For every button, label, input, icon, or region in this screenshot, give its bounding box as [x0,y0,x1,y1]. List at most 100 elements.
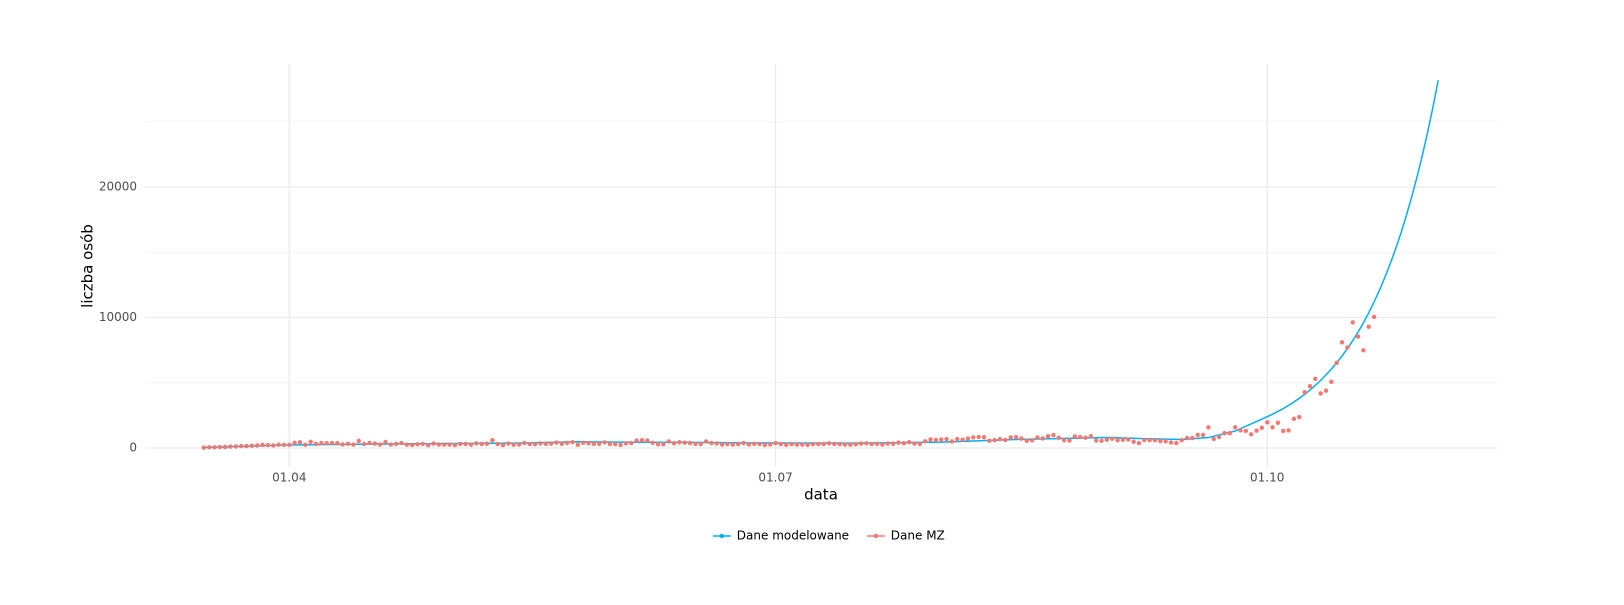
data-point [1350,320,1355,325]
data-point [431,441,436,446]
data-point [586,441,591,446]
data-point [1329,379,1334,385]
data-point [377,442,383,447]
data-point [1003,437,1008,443]
data-point [987,438,992,444]
data-point [1056,435,1062,441]
data-point [287,442,292,448]
data-point [874,441,880,447]
data-point [858,441,864,446]
data-point [1232,425,1238,430]
data-point [238,443,244,449]
data-point [1265,420,1270,425]
data-point [206,445,212,450]
data-point [939,437,944,442]
data-point [228,444,233,449]
data-point [687,440,693,446]
legend-key-point [873,533,878,539]
data-point [260,442,265,448]
data-point [1297,414,1302,420]
data-point [1339,340,1345,345]
data-point [212,445,217,450]
data-point [511,442,516,447]
data-point [906,440,912,445]
data-point [543,441,548,447]
data-point [276,442,281,447]
data-point [463,441,468,447]
data-point [271,443,276,448]
data-point [383,439,388,445]
legend-label: Dane MZ [891,529,945,543]
data-point [527,441,532,447]
data-point [1174,440,1179,446]
data-point [618,442,623,448]
data-point [741,440,746,446]
data-point [992,437,997,443]
data-point [666,439,671,444]
data-point [1142,437,1147,443]
data-point [1029,438,1035,443]
data-point [613,441,618,447]
data-point [361,441,367,447]
data-point [1211,436,1216,442]
data-point [826,441,832,446]
data-point [981,434,987,440]
data-point [746,442,752,447]
data-point [345,441,351,447]
data-point [559,441,565,446]
data-point [468,442,474,447]
data-point [698,441,703,447]
data-point [1099,438,1104,444]
data-point [233,444,239,449]
data-point [1147,438,1152,443]
data-point [789,441,794,447]
data-point [244,443,249,449]
data-point [222,444,228,450]
data-point [1077,434,1083,440]
data-point [955,436,960,442]
data-point [960,437,965,442]
x-tick-label: 01.04 [272,471,306,485]
data-point [1195,432,1200,438]
data-point [308,439,313,445]
data-point [495,441,500,447]
data-point [249,443,255,448]
data-point [1184,435,1190,441]
data-point [725,441,730,447]
grid [145,64,1497,467]
data-point [917,441,923,447]
data-point [1355,334,1361,339]
data-point [773,440,778,446]
data-point [896,440,901,445]
data-point [1248,432,1254,437]
data-point [538,441,543,446]
data-point [548,441,554,446]
data-point [682,440,687,445]
data-point [217,444,223,450]
data-point [1222,430,1227,436]
data-point [1238,428,1243,433]
data-point [1302,389,1307,395]
data-point [452,442,458,448]
data-point [409,442,415,448]
data-point [1345,345,1350,350]
data-point [303,442,308,448]
data-point [351,442,356,447]
data-point [1088,434,1094,439]
data-point [1313,376,1318,382]
data-point [415,442,420,447]
legend-key-point [719,533,724,539]
data-point [570,440,575,445]
data-point [661,442,666,447]
data-point [1040,436,1045,441]
data-point [923,439,928,444]
data-point [762,442,768,448]
data-point [1275,420,1281,425]
data-point [1045,434,1051,439]
data-point [752,441,757,447]
data-point [255,443,260,448]
data-point [1110,436,1115,441]
data-point [1259,425,1265,430]
data-point [399,440,404,446]
